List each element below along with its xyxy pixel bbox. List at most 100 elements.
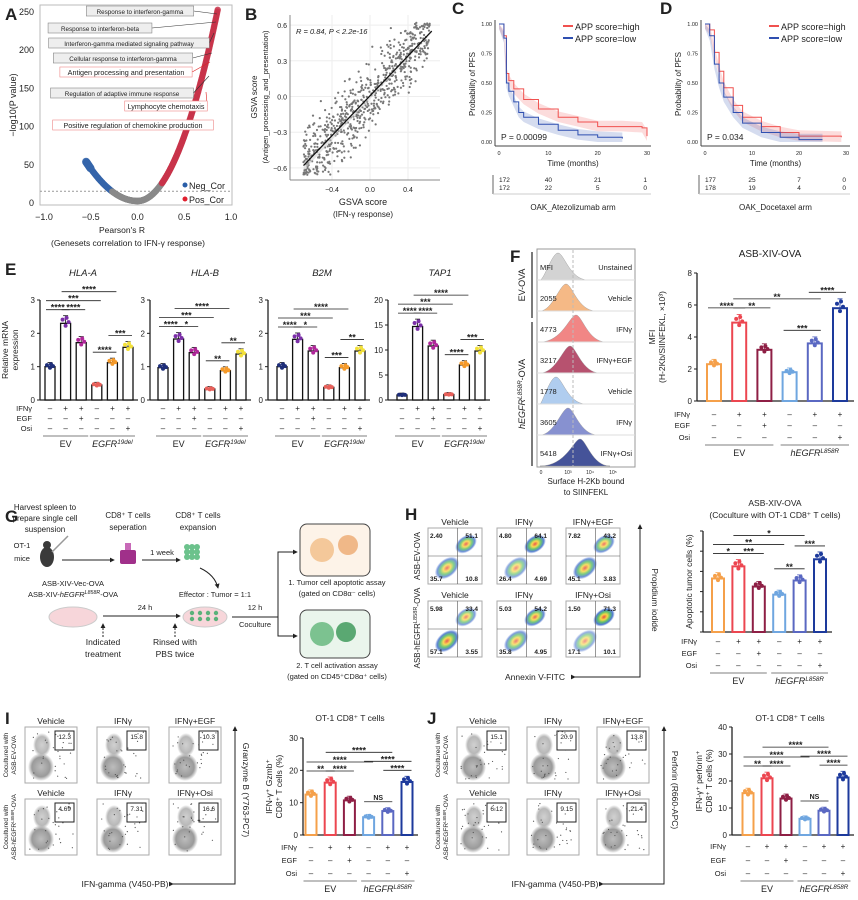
event-dot — [59, 755, 61, 757]
y-tick-label: 1 — [259, 363, 264, 372]
y-tick-label: 40 — [718, 723, 727, 732]
data-dot — [220, 367, 225, 372]
data-point — [414, 80, 417, 83]
condition-sign: + — [818, 637, 823, 646]
y-tick-label: 3 — [31, 296, 36, 305]
condition-sign: – — [813, 421, 818, 430]
significance-label: **** — [418, 306, 433, 316]
data-point — [407, 91, 410, 94]
significance-label: **** — [826, 758, 841, 768]
event-dot — [608, 747, 611, 749]
y-tick-label: 1 — [141, 363, 146, 372]
event-dot — [200, 753, 202, 755]
annotation-label: Interferon-gamma mediated signaling path… — [64, 41, 194, 48]
data-point — [342, 129, 345, 132]
significance-label: **** — [352, 745, 367, 755]
label-part: 19del — [230, 439, 246, 446]
event-dot — [177, 821, 179, 823]
event-dot — [483, 763, 485, 765]
event-dot — [496, 768, 498, 770]
data-point — [340, 122, 343, 125]
condition-sign: – — [110, 424, 115, 433]
y-tick-label: 15 — [374, 321, 383, 330]
data-dot — [328, 782, 333, 787]
quadrant-value: 4.80 — [499, 533, 512, 540]
significance-label: ** — [349, 333, 357, 343]
data-dot — [462, 364, 467, 369]
tube-cap — [125, 543, 131, 550]
event-dot — [68, 732, 70, 734]
data-point — [366, 87, 370, 90]
data-point — [376, 84, 379, 87]
event-dot — [172, 745, 174, 747]
data-dot — [406, 776, 410, 781]
event-dot — [603, 831, 605, 834]
data-point — [317, 170, 320, 173]
quadrant-value: 5.03 — [499, 606, 512, 613]
event-dot — [42, 808, 45, 810]
event-dot — [543, 776, 545, 778]
event-dot — [68, 733, 70, 735]
event-dot — [532, 765, 534, 768]
data-point — [404, 39, 407, 42]
event-dot — [613, 735, 615, 737]
bar — [44, 366, 56, 401]
annotation-box — [59, 66, 193, 78]
data-point — [383, 66, 386, 70]
data-dot — [818, 559, 822, 564]
condition-sign: – — [797, 661, 802, 670]
data-point — [374, 96, 377, 99]
significance-label: * — [185, 320, 189, 330]
data-point — [307, 171, 310, 174]
cell-population — [105, 733, 123, 757]
event-dot — [554, 778, 556, 780]
data-point — [421, 65, 424, 68]
data-point — [323, 128, 327, 131]
condition-sign: + — [176, 404, 181, 413]
cell-population — [605, 805, 623, 829]
event-dot — [59, 758, 61, 760]
data-dot — [784, 368, 789, 373]
step-label: seperation — [109, 523, 146, 532]
event-dot — [477, 822, 480, 824]
gate-value: 20.9 — [560, 734, 573, 741]
gate — [126, 730, 147, 751]
row-label: ASB-hEGFRL858R-OVA — [413, 587, 422, 668]
data-point — [311, 114, 315, 117]
data-point — [368, 108, 371, 111]
chart-title: TAP1 — [428, 268, 451, 279]
group-label: EGFR19del — [92, 439, 133, 450]
axis-arrow — [598, 726, 667, 887]
quadrant-value: 57.1 — [430, 649, 443, 656]
cell-population — [460, 753, 486, 781]
event-dot — [564, 813, 566, 815]
data-point — [316, 156, 320, 159]
condition-sign: – — [327, 404, 332, 413]
condition-sign: – — [736, 661, 741, 670]
data-point — [357, 114, 360, 117]
x-axis-label: Pearson's R — [99, 225, 145, 235]
mfi-value: MFI — [540, 263, 553, 272]
y-tick-label: 10 — [374, 346, 383, 355]
condition-sign: – — [818, 649, 823, 658]
condition-label: EGF — [282, 856, 298, 865]
event-dot — [483, 825, 485, 828]
mouse-icon — [40, 547, 54, 567]
y-tick-label: 0.00 — [687, 140, 698, 146]
data-point — [342, 112, 345, 115]
condition-sign: – — [295, 424, 300, 433]
event-dot — [542, 765, 544, 767]
data-point — [390, 59, 393, 62]
x-tick-label: 10⁴ — [586, 470, 594, 476]
data-point — [358, 116, 362, 120]
data-point — [335, 147, 338, 150]
event-dot — [211, 839, 214, 841]
row-label: ASB-hEGFRL858R-OVA — [442, 794, 451, 860]
axis-arrow — [570, 524, 643, 680]
event-dot — [641, 837, 643, 839]
annotation-leader — [193, 75, 210, 94]
at-risk-count: 172 — [499, 185, 510, 192]
